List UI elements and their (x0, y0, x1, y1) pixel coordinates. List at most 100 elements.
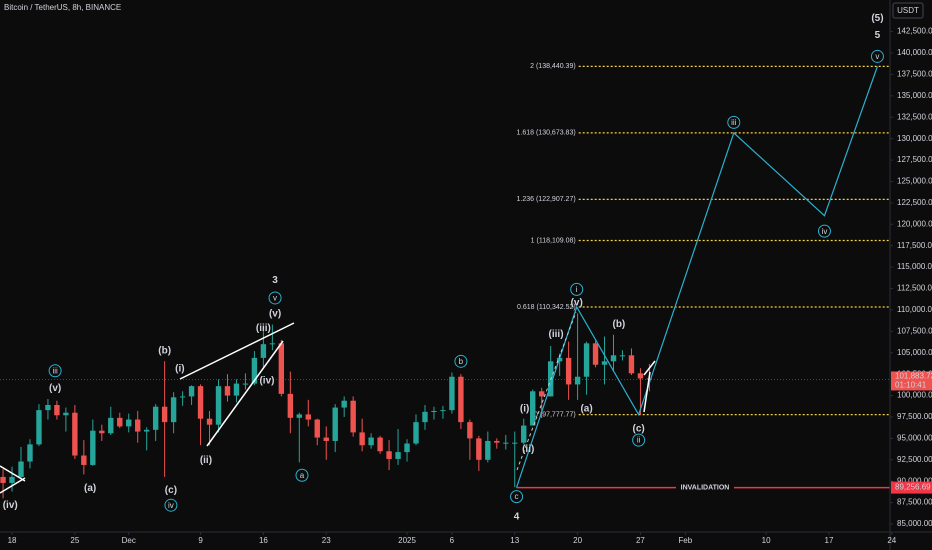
candle-body (467, 422, 473, 439)
trendline (0, 477, 26, 494)
trendline (643, 371, 651, 413)
candle-body (332, 407, 338, 441)
candle-body (170, 397, 177, 423)
fib-label: 1.618 (130,673.83) (517, 130, 576, 137)
wave-label: a (300, 471, 305, 480)
candle-body (512, 442, 518, 444)
candle-body (530, 391, 536, 426)
candle-body (574, 376, 581, 385)
x-tick-label: 6 (450, 536, 455, 545)
candle-body (619, 355, 626, 357)
fib-label: 2 (138,440.39) (530, 63, 576, 70)
candle-body (377, 437, 383, 452)
candle-body (368, 437, 374, 446)
x-tick-label: 27 (636, 536, 645, 545)
currency-box (892, 2, 924, 19)
candle-body (54, 404, 60, 416)
wave-label: (b) (158, 345, 171, 356)
candle-body (538, 391, 545, 397)
x-tick-label: Dec (122, 536, 136, 545)
y-tick-label: 90,000.00 (897, 476, 932, 485)
x-tick-label: 2025 (398, 536, 416, 545)
x-tick-label: 18 (8, 536, 17, 545)
candle-body (350, 400, 356, 433)
trendline (206, 340, 284, 447)
y-tick-label: 135,000.00 (897, 91, 932, 100)
candle-body (9, 476, 15, 483)
candle-body (90, 430, 96, 465)
candle-body (287, 393, 294, 418)
wave-label-circle (632, 433, 646, 447)
candle-body (323, 437, 329, 441)
fib-label: 1.236 (122,907.27) (517, 196, 576, 203)
y-tick-label: 105,000.00 (897, 348, 932, 357)
x-tick-label: 20 (573, 536, 582, 545)
candle-body (45, 404, 51, 411)
y-tick-label: 142,500.00 (897, 27, 932, 36)
candle-body (422, 411, 428, 423)
wave-label-circle (164, 498, 178, 512)
candle-body (206, 418, 213, 425)
candle-body (108, 417, 114, 434)
wave-label-circle (870, 49, 884, 63)
wave-label: (iv) (259, 375, 274, 386)
candle-body (476, 438, 482, 460)
y-tick-label: 130,000.00 (897, 134, 932, 143)
plot-area: 2 (138,440.39) 1.618 (130,673.83) 1.236 (1… (0, 13, 890, 522)
currency: USDT (897, 6, 919, 15)
candle-body (413, 422, 419, 444)
y-tick-label: 122,500.00 (897, 198, 932, 207)
y-tick-label: 127,500.00 (897, 155, 932, 164)
candle-body (135, 419, 141, 432)
wave-label-circle (48, 364, 62, 378)
trendline (179, 322, 295, 380)
y-tick-label: 87,500.00 (897, 498, 932, 507)
candle-body (601, 361, 608, 365)
candle-body (233, 383, 240, 396)
candle-body (404, 443, 410, 453)
last-price-label: 101,883.73 (895, 372, 932, 381)
x-tick-label: 23 (322, 536, 331, 545)
wave-label: (ii) (522, 444, 534, 455)
wave-projection (515, 66, 878, 488)
candle-body (458, 376, 464, 423)
wave-label: (a) (84, 483, 96, 494)
y-tick-label: 125,000.00 (897, 177, 932, 186)
y-tick-label: 92,500.00 (897, 455, 932, 464)
trendline (516, 311, 577, 471)
wave-label: iii (731, 118, 737, 127)
candle-body (161, 406, 168, 423)
candle-body (386, 451, 392, 459)
y-tick-label: 100,000.00 (897, 391, 932, 400)
candle-body (305, 414, 311, 420)
wave-label: (c) (633, 423, 645, 434)
wave-label: iv (168, 501, 174, 510)
wave-label-circle (268, 291, 282, 305)
invalidation-price: 89,256.69 (895, 483, 931, 492)
candle-body (610, 355, 617, 362)
wave-label-circle (570, 282, 584, 296)
trendline (0, 465, 26, 482)
candle-body (440, 410, 446, 412)
wave-label: (b) (612, 319, 625, 330)
wave-label: (ii) (200, 455, 212, 466)
x-tick-label: 10 (762, 536, 771, 545)
invalidation-label-bg (676, 481, 734, 494)
wave-label: (i) (520, 404, 529, 415)
candle-body (251, 357, 258, 384)
wave-label: i (576, 285, 578, 294)
wave-label-circle (454, 354, 468, 368)
invalidation-label: INVALIDATION (681, 484, 730, 491)
y-tick-label: 110,000.00 (897, 305, 932, 314)
wave-label: (v) (269, 308, 281, 319)
wave-label: (a) (580, 404, 592, 415)
fib-label: 0.618 (110,342.52) (517, 304, 576, 311)
invalidation-tag (891, 481, 932, 494)
candle-body (0, 476, 6, 483)
candle-body (81, 455, 87, 465)
wave-label: (5) (871, 13, 883, 24)
wave-label: (c) (165, 485, 177, 496)
candle-body (72, 412, 78, 456)
x-tick-label: Feb (678, 536, 692, 545)
